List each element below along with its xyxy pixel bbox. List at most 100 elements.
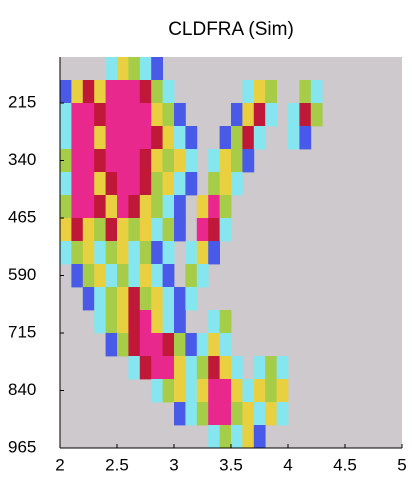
heat-cell bbox=[60, 126, 72, 150]
heat-cell bbox=[151, 195, 163, 219]
heat-cell bbox=[242, 80, 255, 104]
heat-cell bbox=[174, 172, 186, 196]
heat-cell bbox=[265, 356, 277, 380]
heat-cell bbox=[60, 149, 72, 173]
heat-cell bbox=[185, 333, 198, 357]
heat-cell bbox=[151, 333, 163, 357]
y-tick-label: 840 bbox=[8, 380, 36, 399]
heat-cell bbox=[139, 195, 152, 219]
heat-cell bbox=[71, 172, 84, 196]
heat-cell bbox=[128, 80, 141, 104]
heat-cell bbox=[94, 195, 106, 219]
heat-cell bbox=[94, 172, 106, 196]
heat-cell bbox=[94, 103, 106, 127]
heat-cell bbox=[219, 218, 232, 242]
heat-cell bbox=[242, 379, 255, 403]
heat-cell bbox=[231, 402, 243, 426]
heat-cell bbox=[151, 57, 163, 81]
heat-cell bbox=[174, 195, 186, 219]
heat-cell bbox=[208, 379, 220, 403]
heat-cell bbox=[219, 172, 232, 196]
heat-cell bbox=[276, 356, 289, 380]
heat-cell bbox=[117, 103, 129, 127]
heat-cell bbox=[208, 241, 220, 265]
heat-cell bbox=[185, 149, 198, 173]
heat-cell bbox=[253, 402, 266, 426]
heat-cell bbox=[276, 379, 289, 403]
heat-cell bbox=[162, 195, 175, 219]
heat-cell bbox=[105, 241, 118, 265]
heat-cell bbox=[196, 402, 209, 426]
heat-cell bbox=[82, 149, 95, 173]
heat-cell bbox=[162, 264, 175, 288]
x-tick-label: 2.5 bbox=[105, 455, 129, 474]
heat-cell bbox=[219, 149, 232, 173]
heat-cell bbox=[60, 241, 72, 265]
heat-cell bbox=[253, 103, 266, 127]
heat-cell bbox=[162, 287, 175, 311]
heat-cell bbox=[128, 264, 141, 288]
heat-cell bbox=[139, 172, 152, 196]
heat-cell bbox=[174, 356, 186, 380]
heat-cell bbox=[105, 264, 118, 288]
heat-cell bbox=[253, 425, 266, 449]
heat-cell bbox=[139, 356, 152, 380]
heat-cell bbox=[162, 103, 175, 127]
heat-cell bbox=[151, 103, 163, 127]
heat-cell bbox=[196, 195, 209, 219]
heat-cell bbox=[94, 80, 106, 104]
heat-cell bbox=[60, 103, 72, 127]
heat-cell bbox=[174, 379, 186, 403]
heat-cell bbox=[105, 149, 118, 173]
heat-cell bbox=[185, 402, 198, 426]
heat-cell bbox=[117, 195, 129, 219]
heat-cell bbox=[60, 218, 72, 242]
chart-title: CLDFRA (Sim) bbox=[168, 19, 294, 40]
heat-cell bbox=[128, 57, 141, 81]
heat-cell bbox=[162, 149, 175, 173]
heat-cell bbox=[242, 126, 255, 150]
x-tick-label: 5 bbox=[397, 455, 406, 474]
heat-cell bbox=[117, 310, 129, 334]
heat-cell bbox=[219, 310, 232, 334]
heat-cell bbox=[128, 356, 141, 380]
heat-cell bbox=[139, 126, 152, 150]
heat-cell bbox=[208, 310, 220, 334]
heat-cell bbox=[151, 356, 163, 380]
heat-cell bbox=[94, 310, 106, 334]
x-tick-label: 4 bbox=[283, 455, 292, 474]
heat-cell bbox=[162, 126, 175, 150]
heat-cell bbox=[117, 287, 129, 311]
heat-cell bbox=[196, 356, 209, 380]
heat-cell bbox=[94, 218, 106, 242]
heat-cell bbox=[310, 103, 323, 127]
heat-cell bbox=[174, 218, 186, 242]
heat-cell bbox=[82, 80, 95, 104]
heat-cell bbox=[94, 264, 106, 288]
heat-cell bbox=[185, 379, 198, 403]
heat-cell bbox=[242, 402, 255, 426]
heat-cell bbox=[162, 333, 175, 357]
heat-cell bbox=[82, 241, 95, 265]
heat-cell bbox=[185, 264, 198, 288]
heat-cell bbox=[105, 57, 118, 81]
heat-cell bbox=[71, 149, 84, 173]
heat-cell bbox=[231, 149, 243, 173]
heat-cell bbox=[105, 172, 118, 196]
heat-cell bbox=[105, 80, 118, 104]
heat-cell bbox=[219, 333, 232, 357]
heat-cell bbox=[128, 172, 141, 196]
x-tick-label: 3.5 bbox=[219, 455, 243, 474]
heat-cell bbox=[94, 149, 106, 173]
heat-cell bbox=[139, 149, 152, 173]
heat-cell bbox=[208, 402, 220, 426]
heat-cell bbox=[139, 241, 152, 265]
heat-cell bbox=[162, 218, 175, 242]
heat-cell bbox=[151, 264, 163, 288]
heat-cell bbox=[174, 310, 186, 334]
heat-cell bbox=[82, 172, 95, 196]
heat-cell bbox=[162, 356, 175, 380]
heat-cell bbox=[71, 218, 84, 242]
heat-cell bbox=[231, 425, 243, 449]
x-tick-label: 3 bbox=[169, 455, 178, 474]
